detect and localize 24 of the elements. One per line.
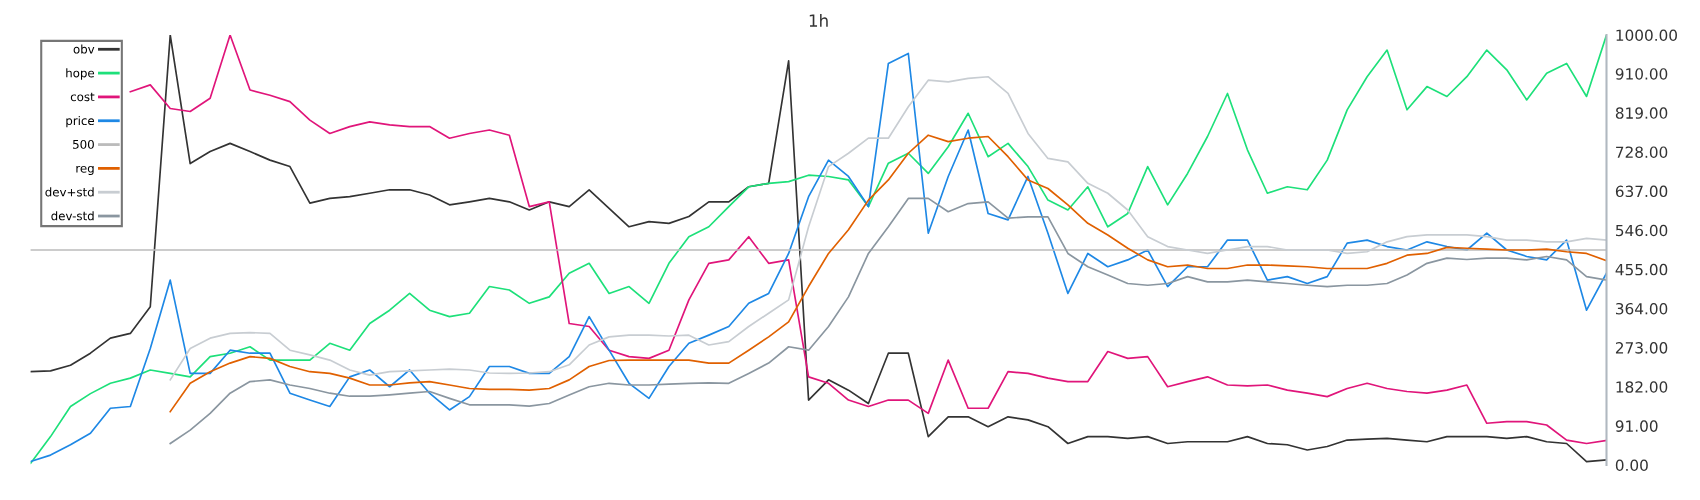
y-tick-label: 364.00 — [1616, 302, 1668, 315]
legend-label: obv — [73, 44, 95, 54]
y-tick-label: 728.00 — [1616, 146, 1668, 158]
line-series — [169, 197, 1607, 445]
y-tick-label: 273.00 — [1615, 342, 1668, 354]
legend-label: price — [66, 115, 95, 128]
y-tick-label: 546.00 — [1616, 224, 1668, 237]
legend-label: 500 — [73, 139, 94, 149]
y-tick-label: 182.00 — [1616, 381, 1668, 393]
line-series — [169, 75, 1607, 381]
line-series — [169, 134, 1607, 413]
legend-label: reg — [76, 165, 94, 175]
legend-label: hope — [66, 68, 95, 80]
y-tick-label: 0.00 — [1615, 459, 1648, 472]
y-tick-label: 91.00 — [1615, 420, 1658, 432]
legend-label: dev+std — [45, 187, 94, 197]
chart-title: 1h — [809, 14, 828, 27]
y-tick-label: 819.00 — [1615, 107, 1668, 119]
y-tick-label: 910.00 — [1615, 68, 1668, 80]
legend-label: cost — [70, 92, 95, 102]
legend-label: dev-std — [51, 211, 94, 221]
y-tick-label: 637.00 — [1615, 185, 1668, 198]
y-tick-label: 1000.00 — [1616, 29, 1677, 42]
y-tick-label: 455.00 — [1615, 263, 1668, 276]
